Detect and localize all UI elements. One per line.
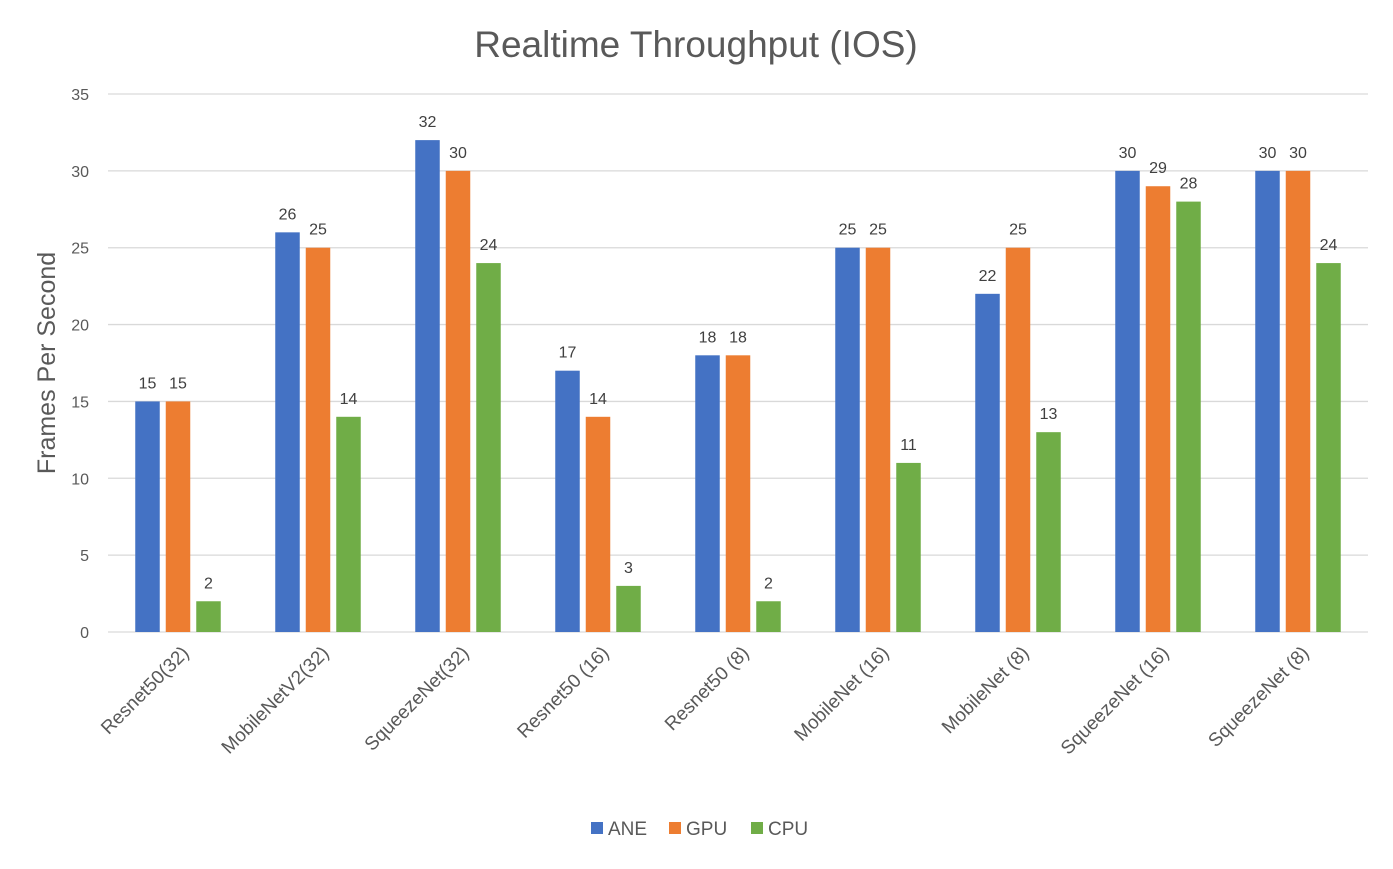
data-label: 24 <box>1320 237 1338 254</box>
y-tick-label: 15 <box>71 394 89 411</box>
legend-swatch-cpu <box>751 822 763 834</box>
data-label: 25 <box>1009 222 1027 239</box>
bar-ane <box>275 232 300 633</box>
legend-label-ane: ANE <box>608 819 647 840</box>
data-label: 13 <box>1040 406 1058 423</box>
bar-gpu <box>1005 247 1031 632</box>
bar-cpu <box>1316 263 1341 632</box>
y-tick-label: 25 <box>71 241 89 258</box>
x-tick-label: SqueezeNet (8) <box>1205 643 1314 752</box>
bar-cpu <box>336 416 361 632</box>
x-tick-label: MobileNet (16) <box>791 643 894 746</box>
bar-ane <box>1115 170 1140 632</box>
bar-gpu <box>725 355 751 632</box>
bar-gpu <box>1285 170 1311 632</box>
data-label: 14 <box>589 391 607 408</box>
data-label: 29 <box>1149 160 1167 177</box>
x-tick-label: MobileNetV2(32) <box>218 643 334 759</box>
data-label: 22 <box>979 268 997 285</box>
data-label: 2 <box>204 575 213 592</box>
x-tick-label: SqueezeNet(32) <box>361 643 474 756</box>
bar-cpu <box>196 601 221 632</box>
chart-title: Realtime Throughput (IOS) <box>474 24 918 65</box>
data-labels: 15 15 2 26 25 14 32 30 24 17 14 3 18 18 2 25 25 11 22 25 13 3… <box>139 114 1338 592</box>
data-label: 15 <box>169 375 187 392</box>
bar-gpu <box>445 170 471 632</box>
y-axis-label: Frames Per Second <box>33 252 61 474</box>
bars <box>135 140 1341 633</box>
data-label: 30 <box>1259 145 1277 162</box>
data-label: 32 <box>419 114 437 131</box>
y-axis-ticks: 0 5 10 15 20 25 30 35 <box>71 87 89 642</box>
data-label: 3 <box>624 560 633 577</box>
y-tick-label: 10 <box>71 471 89 488</box>
legend-swatch-gpu <box>669 822 681 834</box>
bar-cpu <box>1176 201 1201 632</box>
data-label: 30 <box>449 145 467 162</box>
data-label: 11 <box>900 437 917 454</box>
y-tick-label: 30 <box>71 164 89 181</box>
x-axis-ticks: Resnet50(32) MobileNetV2(32) SqueezeNet(32… <box>97 643 1313 759</box>
legend-label-gpu: GPU <box>686 819 727 840</box>
bar-cpu <box>476 263 501 632</box>
bar-ane <box>135 401 160 632</box>
data-label: 18 <box>699 329 717 346</box>
data-label: 14 <box>340 391 358 408</box>
bar-cpu <box>616 585 641 632</box>
bar-cpu <box>756 601 781 632</box>
data-label: 24 <box>480 237 498 254</box>
data-label: 30 <box>1289 145 1307 162</box>
y-tick-label: 5 <box>80 548 89 565</box>
bar-cpu <box>1036 432 1061 632</box>
legend-swatch-ane <box>591 822 603 834</box>
x-tick-label: Resnet50 (8) <box>661 643 754 736</box>
bar-ane <box>975 293 1000 632</box>
bar-ane <box>1255 170 1280 632</box>
bar-gpu <box>865 247 891 632</box>
data-label: 25 <box>309 222 327 239</box>
bar-gpu <box>585 416 611 632</box>
data-label: 17 <box>559 345 577 362</box>
bar-ane <box>415 140 440 632</box>
bar-ane <box>695 355 720 632</box>
y-tick-label: 0 <box>80 625 89 642</box>
data-label: 26 <box>279 206 297 223</box>
bar-gpu <box>1145 186 1171 632</box>
legend-label-cpu: CPU <box>768 819 808 840</box>
data-label: 30 <box>1119 145 1137 162</box>
bar-ane <box>555 370 580 632</box>
y-tick-label: 35 <box>71 87 89 104</box>
x-tick-label: MobileNet (8) <box>938 643 1033 738</box>
bar-ane <box>835 247 860 632</box>
bar-cpu <box>896 462 921 632</box>
data-label: 28 <box>1180 176 1198 193</box>
data-label: 18 <box>729 329 747 346</box>
data-label: 15 <box>139 375 157 392</box>
data-label: 2 <box>764 575 773 592</box>
bar-gpu <box>165 401 191 632</box>
x-tick-label: Resnet50(32) <box>97 643 193 739</box>
x-tick-label: Resnet50 (16) <box>514 643 614 743</box>
data-label: 25 <box>839 222 857 239</box>
legend: ANE GPU CPU <box>591 819 808 840</box>
data-label: 25 <box>869 222 887 239</box>
bar-gpu <box>305 247 331 632</box>
y-tick-label: 20 <box>71 318 89 335</box>
x-tick-label: SqueezeNet (16) <box>1057 643 1173 759</box>
